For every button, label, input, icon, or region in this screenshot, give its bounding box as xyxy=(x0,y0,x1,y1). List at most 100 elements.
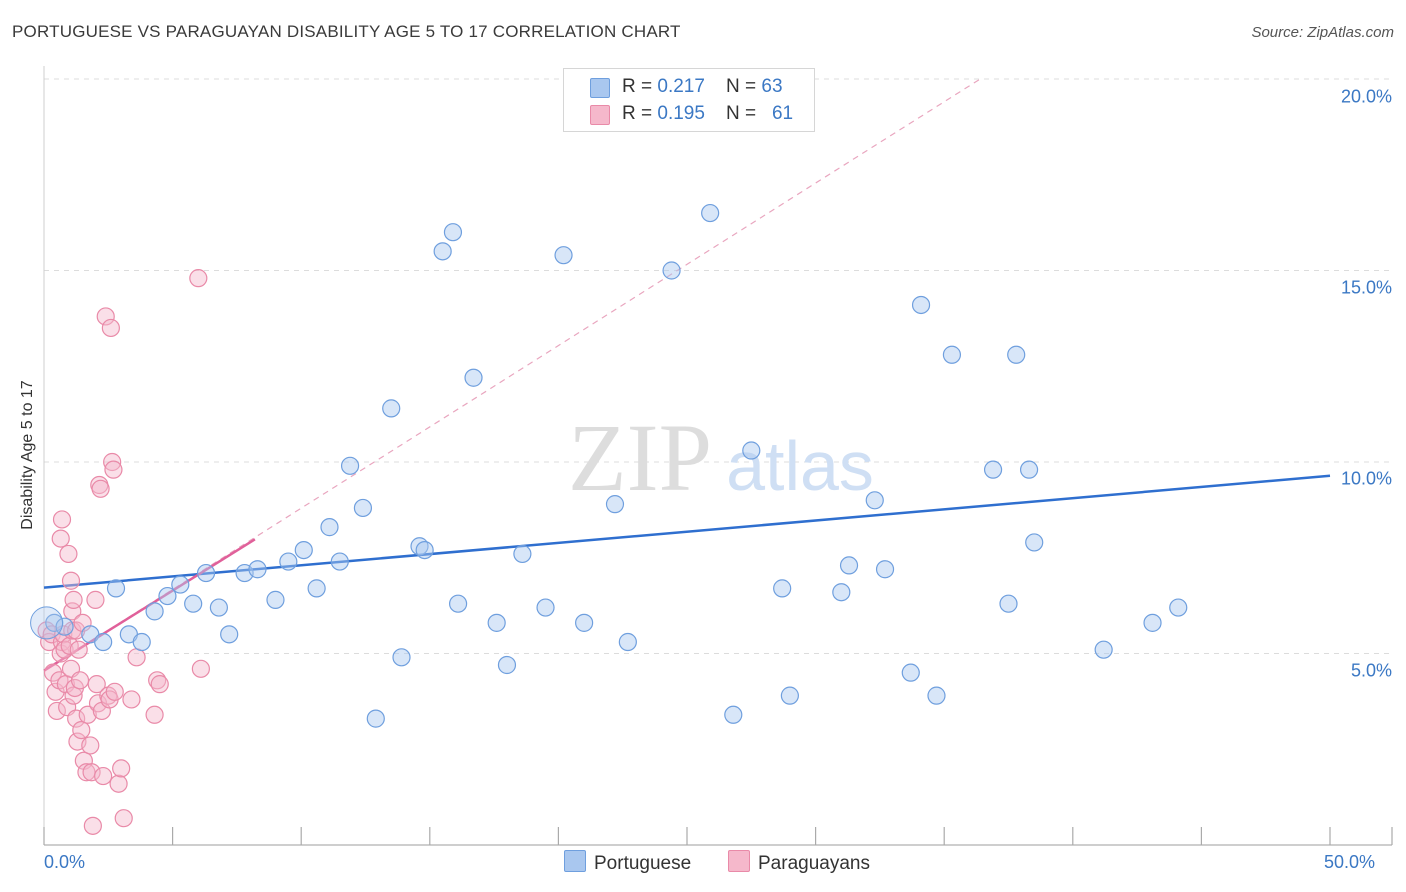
portuguese-point xyxy=(742,441,761,460)
portuguese-point xyxy=(942,345,962,364)
trend-lines xyxy=(43,78,1331,672)
portuguese-point xyxy=(911,295,931,315)
portuguese-point xyxy=(513,544,532,564)
portuguese-point xyxy=(145,602,164,621)
paraguayan-point xyxy=(127,648,146,667)
paraguayan-point xyxy=(69,640,88,659)
paraguayan-point xyxy=(91,479,110,498)
portuguese-point xyxy=(106,579,126,598)
paraguayan-point xyxy=(101,318,120,338)
portuguese-point xyxy=(865,491,884,510)
bottom-legend-paraguayans: Paraguayans xyxy=(728,850,870,875)
portuguese-point xyxy=(487,613,506,632)
paraguayan-point xyxy=(87,675,106,694)
portuguese-point xyxy=(415,540,434,560)
bottom-legend-portuguese: Portuguese xyxy=(564,850,691,875)
paraguayan-point xyxy=(103,452,122,472)
paraguayan-point xyxy=(59,544,78,564)
paraguayan-point xyxy=(60,636,79,655)
legend-n-label: N = xyxy=(726,103,762,124)
x-tick-label-50: 50.0% xyxy=(1324,852,1376,872)
paraguayan-point xyxy=(46,682,65,701)
y-tick-label-5: 5.0% xyxy=(1350,660,1392,681)
portuguese-point xyxy=(132,632,151,652)
axes xyxy=(43,66,1393,846)
portuguese-point xyxy=(554,246,573,265)
legend-r-value: 0.217 xyxy=(657,76,705,97)
legend-n-value: 63 xyxy=(761,76,783,97)
portuguese-point xyxy=(196,563,216,583)
y-tick-label-20: 20.0% xyxy=(1340,86,1392,107)
legend-r-label: R = xyxy=(622,76,658,97)
portuguese-point xyxy=(875,560,895,579)
paraguayan-point xyxy=(86,590,105,609)
paraguayan-swatch xyxy=(590,105,610,125)
portuguese-point xyxy=(448,594,468,613)
portuguese-point xyxy=(724,705,743,724)
paraguayan-point xyxy=(52,510,72,529)
y-tick-label-15: 15.0% xyxy=(1340,277,1392,298)
legend-r-label: R = xyxy=(622,103,658,124)
portuguese-point xyxy=(575,613,594,632)
paraguayan-point xyxy=(189,269,208,288)
portuguese-point xyxy=(983,460,1003,479)
watermark-zip: ZIP xyxy=(568,404,712,511)
paraguayan-point xyxy=(191,659,210,678)
portuguese-point xyxy=(443,223,463,242)
portuguese-point xyxy=(780,686,799,705)
portuguese-point xyxy=(392,648,411,667)
portuguese-point xyxy=(1169,598,1188,617)
paraguayan-point xyxy=(112,759,131,778)
paraguayan-point xyxy=(78,705,97,724)
portuguese-point xyxy=(1094,640,1113,659)
paraguayan-point xyxy=(114,809,133,828)
portuguese-point xyxy=(1019,460,1039,479)
data-points xyxy=(30,203,1188,835)
portuguese-trend-line xyxy=(43,474,1331,589)
portuguese-point xyxy=(605,495,625,514)
y-axis-label: Disability Age 5 to 17 xyxy=(19,380,36,530)
paraguayan-point xyxy=(83,816,102,835)
portuguese-point xyxy=(1007,345,1026,364)
portuguese-point xyxy=(901,663,920,682)
portuguese-point xyxy=(662,261,681,280)
paraguayan-point xyxy=(64,686,83,705)
paraguayan-point xyxy=(109,774,128,793)
portuguese-point xyxy=(701,203,720,223)
portuguese-point xyxy=(266,590,285,609)
portuguese-point xyxy=(1143,613,1162,632)
paraguayan-point xyxy=(96,307,115,326)
paraguayan-point xyxy=(105,682,124,701)
portuguese-point xyxy=(330,552,349,571)
portuguese-point xyxy=(320,518,339,537)
paraguayan-point xyxy=(104,460,123,479)
legend-n-label: N = xyxy=(726,76,762,97)
paraguayan-point xyxy=(67,709,86,728)
portuguese-point xyxy=(927,686,946,705)
paraguayan-point xyxy=(122,690,141,709)
portuguese-cluster-point xyxy=(30,606,64,640)
portuguese-point xyxy=(497,655,517,675)
paraguayan-point xyxy=(47,701,66,721)
portuguese-point xyxy=(832,583,851,602)
legend-n-value: 61 xyxy=(771,103,794,124)
portuguese-point xyxy=(209,598,228,617)
paraguayan-point xyxy=(81,736,100,755)
chart-title: PORTUGUESE VS PARAGUAYAN DISABILITY AGE … xyxy=(12,22,681,41)
portuguese-point xyxy=(220,625,239,644)
source-credit: Source: ZipAtlas.com xyxy=(1251,24,1394,41)
portuguese-point xyxy=(294,540,313,560)
portuguese-point xyxy=(618,632,637,652)
portuguese-point xyxy=(464,368,483,387)
paraguayan-point xyxy=(72,720,91,740)
portuguese-point xyxy=(353,498,373,518)
paraguayan-legend-swatch xyxy=(728,850,750,872)
x-tick-label-0: 0.0% xyxy=(44,852,86,872)
paraguayan-point xyxy=(63,602,82,621)
portuguese-legend-swatch xyxy=(564,850,586,872)
portuguese-point xyxy=(773,579,792,598)
y-tick-label-10: 10.0% xyxy=(1340,468,1392,489)
portuguese-legend-label: Portuguese xyxy=(594,853,692,874)
legend-r-value: 0.195 xyxy=(657,103,705,124)
paraguayan-point xyxy=(150,675,169,694)
